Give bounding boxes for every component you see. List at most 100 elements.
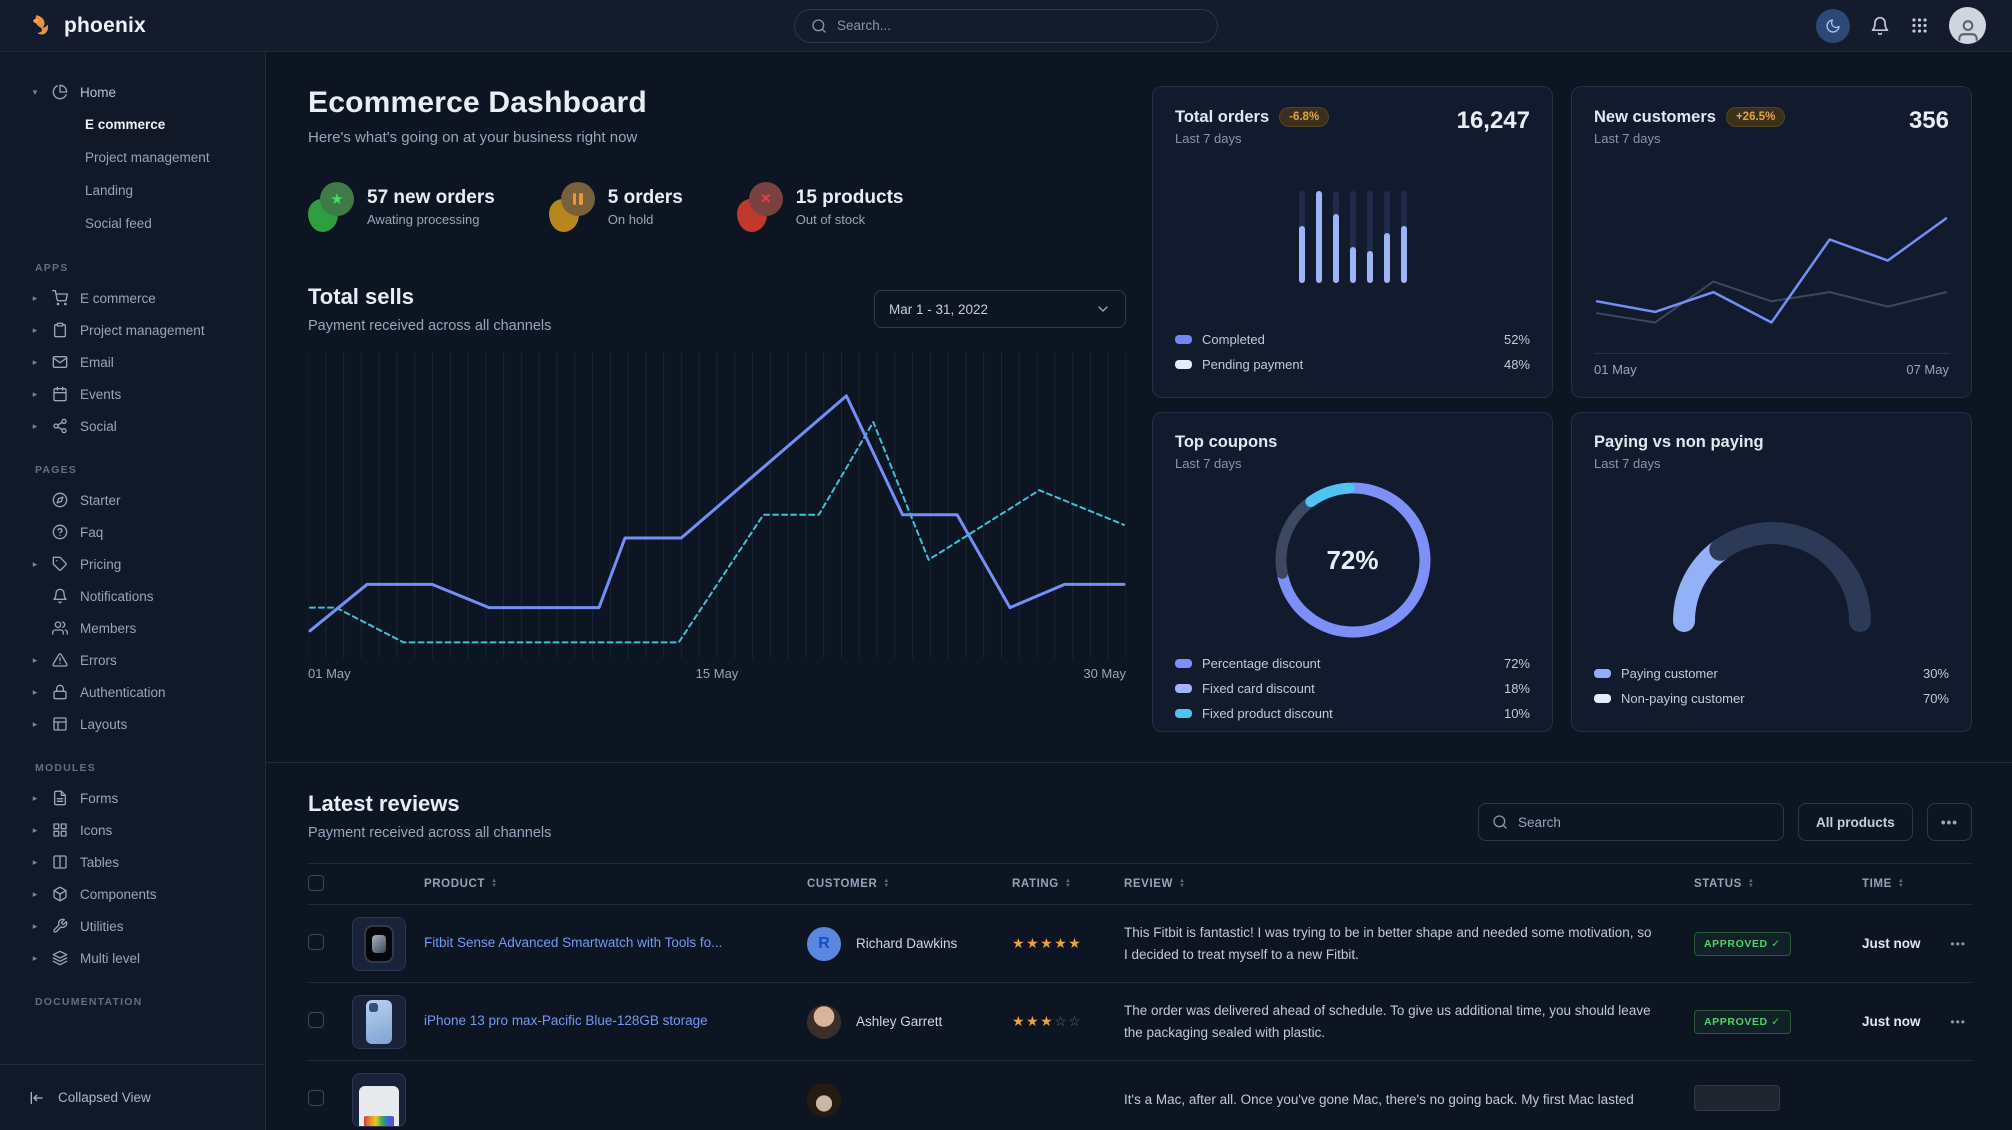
sidebar-item-pricing[interactable]: ▸ Pricing [30, 548, 247, 580]
caret-right-icon: ▸ [32, 420, 38, 431]
sidebar-section-documentation: DOCUMENTATION [35, 996, 143, 1008]
sidebar-item-layouts[interactable]: ▸ Layouts [30, 708, 247, 740]
sidebar-item-social[interactable]: ▸ Social [30, 410, 247, 442]
help-circle-icon [52, 524, 68, 540]
sidebar-item-label: Project management [85, 150, 210, 165]
profile-avatar[interactable] [1949, 7, 1986, 44]
x-tick: 30 May [1083, 666, 1126, 681]
sidebar-item-notifications[interactable]: Notifications [30, 580, 247, 612]
apps-menu-button[interactable] [1910, 16, 1929, 35]
sidebar-item-ecommerce[interactable]: ▸ E commerce [30, 282, 247, 314]
card-period: Last 7 days [1175, 131, 1242, 146]
kpi-cards-grid: Total orders -6.8% Last 7 days 16,247 Co… [1152, 86, 1972, 732]
global-search[interactable] [794, 8, 1218, 43]
compass-icon [52, 492, 68, 508]
tag-icon [52, 556, 68, 572]
sidebar-item-label: Landing [85, 183, 134, 198]
sidebar-item-tables[interactable]: ▸ Tables [30, 846, 247, 878]
sidebar-item-events[interactable]: ▸ Events [30, 378, 247, 410]
brand-logo[interactable]: phoenix [30, 13, 146, 38]
sidebar-item-label: Members [80, 620, 137, 636]
reviews-search[interactable] [1478, 803, 1785, 841]
phoenix-logo-icon [33, 15, 49, 35]
row-checkbox[interactable] [308, 934, 324, 950]
x-tick: 01 May [1594, 362, 1637, 377]
global-search-input[interactable] [837, 18, 1201, 33]
notifications-button[interactable] [1870, 16, 1890, 36]
sidebar-item-members[interactable]: Members [30, 612, 247, 644]
theme-toggle-button[interactable] [1816, 8, 1850, 43]
sidebar-item-components[interactable]: ▸ Components [30, 878, 247, 910]
card-title: Paying vs non paying [1594, 433, 1764, 451]
collapse-label: Collapsed View [58, 1090, 151, 1105]
status-badge [1694, 1085, 1780, 1111]
row-menu-button[interactable]: ••• [1950, 1014, 1966, 1029]
row-checkbox[interactable] [308, 1090, 324, 1106]
sidebar-item-icons[interactable]: ▸ Icons [30, 814, 247, 846]
star-icon: ★ [320, 182, 354, 216]
all-products-button[interactable]: All products [1798, 803, 1913, 841]
reviews-more-button[interactable]: ••• [1926, 803, 1972, 841]
sidebar-item-multi-level[interactable]: ▸ Multi level [30, 942, 247, 974]
sidebar-item-ecommerce-dashboard[interactable]: E commerce [30, 108, 247, 141]
sidebar-item-errors[interactable]: ▸ Errors [30, 644, 247, 676]
column-header-rating[interactable]: RATING [1012, 878, 1124, 890]
sidebar-item-project-management[interactable]: ▸ Project management [30, 314, 247, 346]
select-all-checkbox[interactable] [308, 874, 324, 891]
caret-right-icon: ▸ [32, 356, 38, 367]
sidebar-item-home[interactable]: ▾ Home [30, 76, 247, 108]
product-link[interactable]: Fitbit Sense Advanced Smartwatch with To… [424, 935, 723, 951]
grid-icon [52, 822, 68, 838]
sidebar-item-landing[interactable]: Landing [30, 174, 247, 207]
rating-stars: ★★★★★ [1012, 935, 1083, 951]
sidebar-item-faq[interactable]: Faq [30, 516, 247, 548]
sidebar-item-label: Utilities [80, 918, 124, 934]
sidebar-item-utilities[interactable]: ▸ Utilities [30, 910, 247, 942]
caret-right-icon: ▸ [32, 888, 38, 899]
legend-swatch [1175, 709, 1192, 718]
product-link[interactable]: iPhone 13 pro max-Pacific Blue-128GB sto… [424, 1013, 708, 1029]
caret-right-icon: ▸ [32, 558, 38, 569]
sidebar-item-project-management-dashboard[interactable]: Project management [30, 141, 247, 174]
reviews-search-input[interactable] [1518, 814, 1771, 830]
sidebar-item-authentication[interactable]: ▸ Authentication [30, 676, 247, 708]
sidebar-item-label: Tables [80, 854, 120, 870]
bell-icon [52, 588, 68, 604]
collapse-sidebar-button[interactable]: Collapsed View [0, 1064, 265, 1130]
row-checkbox[interactable] [308, 1012, 324, 1028]
date-range-select[interactable]: Mar 1 - 31, 2022 [874, 290, 1126, 328]
total-orders-card: Total orders -6.8% Last 7 days 16,247 Co… [1152, 86, 1553, 398]
customer-name: Ashley Garrett [856, 1014, 943, 1029]
total-sells-x-axis: 01 May 15 May 30 May [308, 666, 1126, 681]
column-header-time[interactable]: TIME [1842, 878, 1937, 890]
pie-chart-icon [52, 84, 68, 100]
column-header-product[interactable]: PRODUCT [352, 878, 807, 890]
sidebar-item-email[interactable]: ▸ Email [30, 346, 247, 378]
sidebar-item-starter[interactable]: Starter [30, 484, 247, 516]
layers-icon [52, 950, 68, 966]
card-period: Last 7 days [1175, 456, 1242, 471]
users-icon [52, 620, 68, 636]
column-header-customer[interactable]: CUSTOMER [807, 878, 1012, 890]
x-tick: 01 May [308, 666, 351, 681]
card-value: 16,247 [1456, 107, 1530, 134]
search-icon [811, 18, 827, 34]
wrench-icon [52, 918, 68, 934]
table-row: It's a Mac, after all. Once you've gone … [308, 1061, 1972, 1130]
legend-swatch [1175, 335, 1192, 344]
sidebar-item-social-feed[interactable]: Social feed [30, 207, 247, 240]
row-menu-button[interactable]: ••• [1950, 936, 1966, 951]
card-title: Total orders [1175, 107, 1270, 126]
avatar: R [807, 926, 841, 961]
sidebar-item-label: Layouts [80, 716, 128, 732]
column-header-review[interactable]: REVIEW [1124, 878, 1694, 890]
sidebar-item-forms[interactable]: ▸ Forms [30, 782, 247, 814]
sidebar-item-label: Starter [80, 492, 121, 508]
legend-item: Paying customer 30% [1594, 661, 1949, 686]
sidebar-item-label: Social feed [85, 216, 152, 231]
review-time: Just now [1862, 936, 1921, 951]
status-badge: APPROVED [1694, 1009, 1791, 1034]
column-header-status[interactable]: STATUS [1694, 878, 1842, 890]
caret-right-icon: ▸ [32, 920, 38, 931]
sidebar-item-label: Notifications [80, 588, 154, 604]
